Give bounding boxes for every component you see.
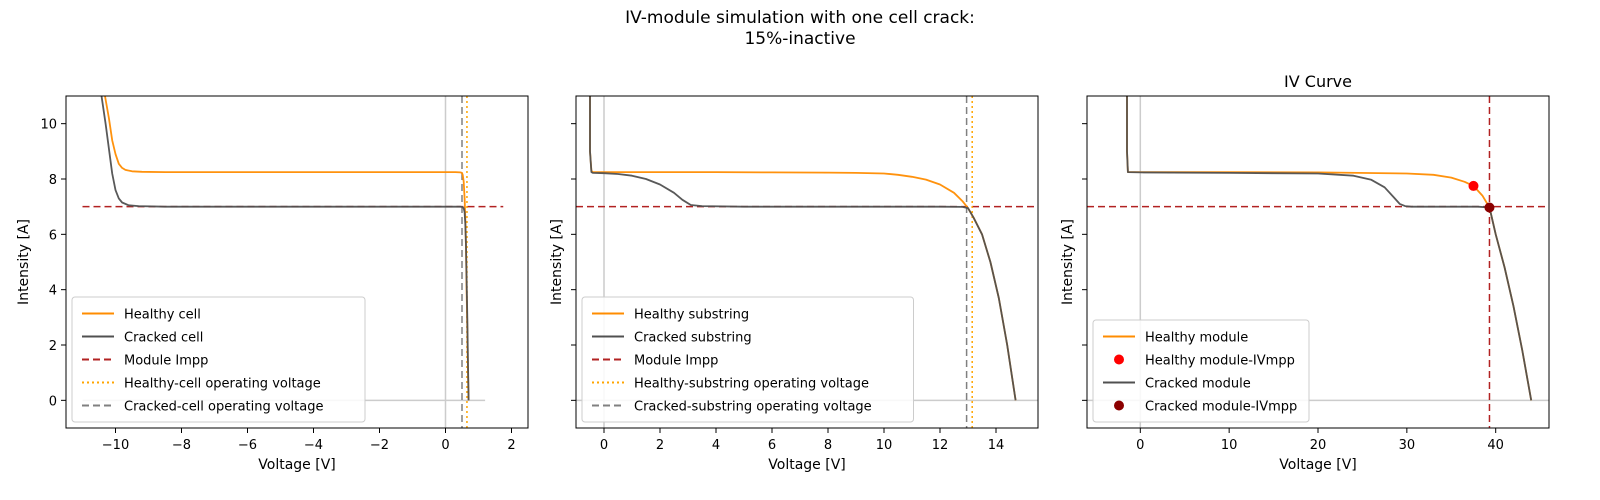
y-tick-label: 4 <box>49 284 57 299</box>
y-tick-label: 2 <box>49 339 57 354</box>
x-tick-label: 6 <box>768 438 776 453</box>
subplot-3: 0 10 20 30 40 Voltage [V] Intensity [A] IV Curv… <box>1060 72 1550 473</box>
legend-label: Healthy cell <box>124 308 201 323</box>
suptitle-line-2: 15%-inactive <box>744 29 856 49</box>
cracked-cell-series <box>100 96 470 401</box>
legend-box <box>581 296 914 423</box>
x-tick-label: 12 <box>932 438 949 453</box>
cracked-substring-series <box>589 96 1017 401</box>
x-tick-label: 30 <box>1399 438 1416 453</box>
x-tick-label: −2 <box>370 438 389 453</box>
x-tick-label: 2 <box>656 438 664 453</box>
legend-label: Healthy-cell operating voltage <box>124 377 321 392</box>
legend-label: Healthy-substring operating voltage <box>634 377 869 392</box>
healthy-module-ivmpp-legend-marker <box>1114 354 1124 365</box>
legend-box <box>71 296 366 423</box>
figure-suptitle: IV-module simulation with one cell crack… <box>0 8 1600 50</box>
cracked-module-series <box>1126 96 1533 401</box>
y-tick-label: 6 <box>49 228 57 243</box>
x-axis-label: Voltage [V] <box>1279 457 1356 473</box>
legend: Healthy substring Cracked substring Module… <box>581 296 914 423</box>
x-tick-label: 2 <box>507 438 515 453</box>
legend-label: Module Impp <box>124 354 208 369</box>
cracked-module-ivmpp-legend-marker <box>1114 400 1124 411</box>
healthy-module-ivmpp-marker <box>1468 180 1479 191</box>
x-tick-label: 4 <box>712 438 720 453</box>
legend-label: Cracked module <box>1145 377 1251 392</box>
x-tick-label: 40 <box>1487 438 1504 453</box>
subplot-title: IV Curve <box>1284 72 1352 91</box>
legend-label: Healthy substring <box>634 308 749 323</box>
y-axis-label: Intensity [A] <box>1060 219 1076 305</box>
y-axis-label: Intensity [A] <box>16 219 32 305</box>
x-tick-label: 8 <box>824 438 832 453</box>
y-axis-label: Intensity [A] <box>549 219 565 305</box>
x-tick-label: −10 <box>102 438 129 453</box>
y-tick-label: 0 <box>49 394 57 409</box>
subplot-2: 0 2 4 6 8 10 12 14 Voltage [V] Intensity [A] Healt… <box>549 95 1039 473</box>
legend-label: Module Impp <box>634 354 718 369</box>
legend-label: Cracked-cell operating voltage <box>124 400 323 415</box>
subplot-1: −10 −8 −6 −4 −2 0 2 0 2 4 6 8 10 Voltage [V] Intensity… <box>16 95 529 473</box>
legend-label: Healthy module-IVmpp <box>1145 354 1295 369</box>
x-tick-label: 0 <box>1136 438 1144 453</box>
x-tick-label: 0 <box>600 438 608 453</box>
legend-label: Cracked cell <box>124 331 203 346</box>
axes-frame <box>575 95 1039 429</box>
x-tick-label: 20 <box>1310 438 1327 453</box>
suptitle-line-1: IV-module simulation with one cell crack… <box>625 8 975 28</box>
x-tick-label: 14 <box>988 438 1005 453</box>
y-tick-label: 8 <box>49 173 57 188</box>
cracked-module-ivmpp-marker <box>1484 202 1495 213</box>
legend: Healthy module Healthy module-IVmpp Cracke… <box>1092 319 1310 423</box>
x-tick-label: 0 <box>441 438 449 453</box>
axes-frame <box>65 95 529 429</box>
legend-label: Healthy module <box>1145 331 1248 346</box>
y-tick-label: 10 <box>40 118 57 133</box>
legend-label: Cracked substring <box>634 331 752 346</box>
x-tick-label: 10 <box>876 438 893 453</box>
x-axis-label: Voltage [V] <box>258 457 335 473</box>
x-tick-label: −4 <box>304 438 323 453</box>
x-tick-label: −6 <box>238 438 257 453</box>
legend: Healthy cell Cracked cell Module Impp Healt… <box>71 296 366 423</box>
legend-box <box>1092 319 1310 423</box>
legend-label: Cracked module-IVmpp <box>1145 400 1297 415</box>
x-tick-label: 10 <box>1221 438 1238 453</box>
x-tick-label: −8 <box>172 438 191 453</box>
x-axis-label: Voltage [V] <box>768 457 845 473</box>
legend-label: Cracked-substring operating voltage <box>634 400 872 415</box>
